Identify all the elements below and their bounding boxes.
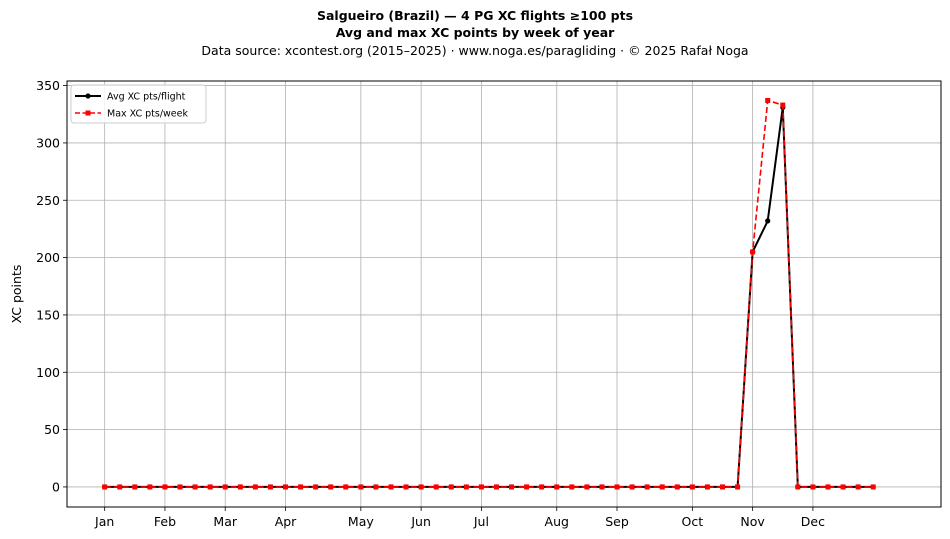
data-point-max xyxy=(493,484,499,490)
data-point-max xyxy=(554,484,560,490)
data-point-max xyxy=(614,484,620,490)
data-point-max xyxy=(840,484,846,490)
y-tick-label: 250 xyxy=(36,193,60,208)
data-point-max xyxy=(388,484,394,490)
legend-label-max: Max XC pts/week xyxy=(107,109,188,120)
chart-subtitle: Avg and max XC points by week of year xyxy=(336,25,615,40)
data-point-max xyxy=(704,484,710,490)
y-tick-label: 0 xyxy=(52,479,60,494)
x-tick-label: Sep xyxy=(605,514,629,529)
data-point-max xyxy=(162,484,168,490)
data-point-max xyxy=(418,484,424,490)
data-point-max xyxy=(629,484,635,490)
data-point-max xyxy=(689,484,695,490)
axis-ticks: 0 50 100 150 200 250 300 350 Jan Feb Mar Apr May Jun J… xyxy=(36,78,825,529)
data-point-max xyxy=(267,484,273,490)
series-layer xyxy=(102,97,876,490)
y-tick-label: 150 xyxy=(36,307,60,322)
data-point-max xyxy=(810,484,816,490)
data-point-max xyxy=(735,484,741,490)
data-point-max xyxy=(795,484,801,490)
legend-label-avg: Avg XC pts/flight xyxy=(107,92,186,103)
data-point-max xyxy=(433,484,439,490)
chart-source-line: Data source: xcontest.org (2015–2025) · … xyxy=(201,43,748,58)
data-point-max xyxy=(283,484,288,490)
data-point-max xyxy=(780,102,786,108)
data-point-max xyxy=(313,484,319,490)
data-point-max xyxy=(328,484,334,490)
x-tick-label: Oct xyxy=(682,514,704,529)
data-point-max xyxy=(207,484,213,490)
data-point-max xyxy=(825,484,831,490)
data-point-max xyxy=(192,484,198,490)
data-point-max xyxy=(343,484,349,490)
data-point-max xyxy=(222,484,228,490)
data-point-max xyxy=(524,484,530,490)
data-point-max xyxy=(117,484,123,490)
x-tick-label: Feb xyxy=(154,514,176,529)
y-tick-label: 50 xyxy=(44,422,60,437)
data-point-max xyxy=(870,484,876,490)
data-point-max xyxy=(855,484,861,490)
x-tick-label: Dec xyxy=(801,514,825,529)
data-point-max xyxy=(252,484,258,490)
y-tick-label: 300 xyxy=(36,135,60,150)
legend-marker-max xyxy=(85,110,91,116)
data-point-max xyxy=(478,484,484,490)
legend-box xyxy=(70,84,207,124)
y-tick-label: 100 xyxy=(36,365,60,380)
data-point-max xyxy=(599,484,605,490)
plot-frame xyxy=(66,80,942,508)
data-point-max xyxy=(102,484,108,490)
series-line-max xyxy=(104,99,874,488)
data-point-max xyxy=(584,484,590,490)
chart-title: Salgueiro (Brazil) — 4 PG XC flights ≥10… xyxy=(317,8,633,23)
data-point-max xyxy=(674,484,680,490)
data-point-max xyxy=(132,484,138,490)
data-point-max xyxy=(720,484,725,490)
x-tick-label: Jun xyxy=(410,514,431,529)
legend: Avg XC pts/flight Max XC pts/week xyxy=(70,84,207,124)
data-point-max xyxy=(177,484,183,490)
data-point-max xyxy=(463,484,469,490)
data-point-max xyxy=(237,484,243,490)
x-tick-label: Mar xyxy=(213,514,237,529)
data-point-max xyxy=(147,484,153,490)
data-point-max xyxy=(750,249,756,255)
x-tick-label: Jan xyxy=(94,514,114,529)
data-point-max xyxy=(644,484,650,490)
data-point-max xyxy=(569,484,575,490)
data-point-max xyxy=(448,484,454,490)
data-point-avg xyxy=(765,218,771,224)
x-tick-label: Apr xyxy=(275,514,297,529)
data-point-max xyxy=(659,484,665,490)
data-point-max xyxy=(539,484,545,490)
x-tick-label: Nov xyxy=(740,514,765,529)
x-tick-label: Aug xyxy=(545,514,569,529)
x-tick-label: May xyxy=(348,514,374,529)
data-point-max xyxy=(358,484,364,490)
legend-marker-avg xyxy=(85,93,91,99)
data-point-max xyxy=(765,97,771,103)
data-point-max xyxy=(298,484,304,490)
x-tick-label: Jul xyxy=(473,514,489,529)
y-tick-label: 200 xyxy=(36,250,60,265)
y-axis-label: XC points xyxy=(9,265,24,324)
grid xyxy=(67,81,941,507)
data-point-max xyxy=(509,484,515,490)
y-tick-label: 350 xyxy=(36,78,60,93)
data-point-max xyxy=(373,484,379,490)
data-point-max xyxy=(403,484,409,490)
